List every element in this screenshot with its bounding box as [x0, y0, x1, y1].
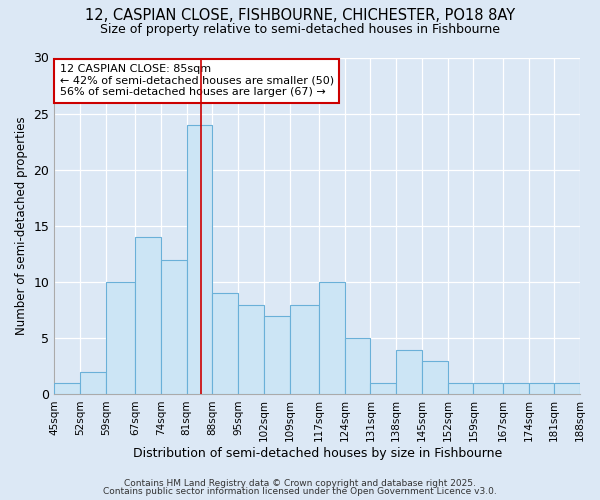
Bar: [290, 304, 319, 394]
Text: 12, CASPIAN CLOSE, FISHBOURNE, CHICHESTER, PO18 8AY: 12, CASPIAN CLOSE, FISHBOURNE, CHICHESTE…: [85, 8, 515, 22]
Bar: [187, 125, 212, 394]
Bar: [212, 294, 238, 394]
Bar: [473, 383, 503, 394]
Bar: [80, 372, 106, 394]
Bar: [161, 260, 187, 394]
Y-axis label: Number of semi-detached properties: Number of semi-detached properties: [15, 116, 28, 336]
Text: Contains HM Land Registry data © Crown copyright and database right 2025.: Contains HM Land Registry data © Crown c…: [124, 478, 476, 488]
Bar: [448, 383, 473, 394]
Bar: [554, 383, 580, 394]
Bar: [54, 383, 80, 394]
Bar: [345, 338, 370, 394]
Bar: [529, 383, 554, 394]
X-axis label: Distribution of semi-detached houses by size in Fishbourne: Distribution of semi-detached houses by …: [133, 447, 502, 460]
Bar: [503, 383, 529, 394]
Bar: [422, 361, 448, 394]
Bar: [238, 304, 264, 394]
Bar: [264, 316, 290, 394]
Bar: [396, 350, 422, 395]
Text: 12 CASPIAN CLOSE: 85sqm
← 42% of semi-detached houses are smaller (50)
56% of se: 12 CASPIAN CLOSE: 85sqm ← 42% of semi-de…: [59, 64, 334, 98]
Bar: [319, 282, 345, 395]
Bar: [370, 383, 396, 394]
Text: Contains public sector information licensed under the Open Government Licence v3: Contains public sector information licen…: [103, 487, 497, 496]
Bar: [106, 282, 135, 395]
Bar: [135, 237, 161, 394]
Text: Size of property relative to semi-detached houses in Fishbourne: Size of property relative to semi-detach…: [100, 22, 500, 36]
